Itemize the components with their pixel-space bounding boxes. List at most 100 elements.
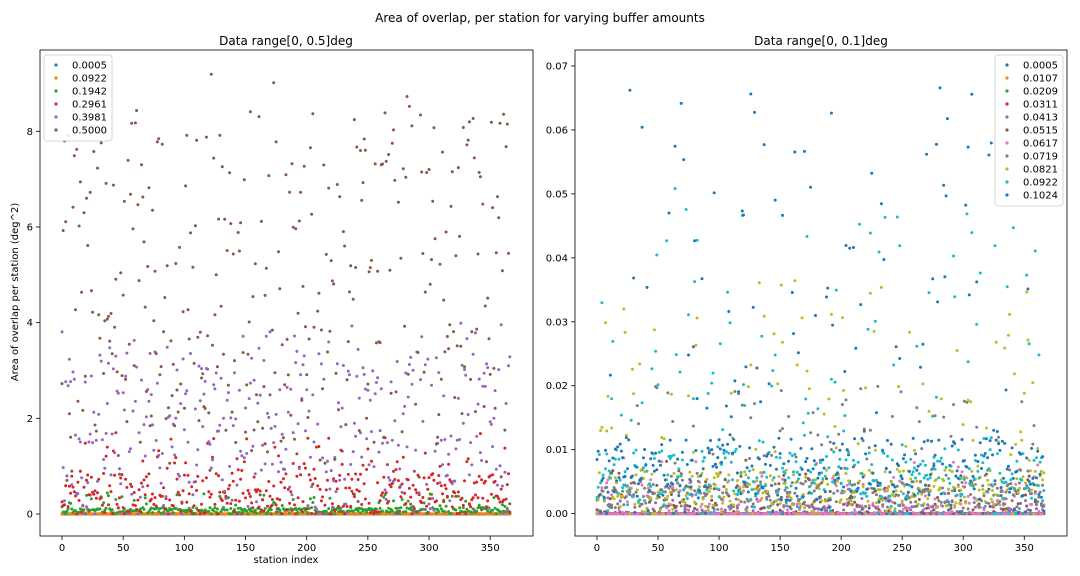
data-point xyxy=(214,273,218,277)
data-point xyxy=(382,495,386,499)
data-point xyxy=(213,502,217,506)
data-point xyxy=(207,440,211,444)
data-point xyxy=(464,512,468,516)
data-point xyxy=(75,512,79,516)
data-point xyxy=(377,510,381,514)
data-point xyxy=(335,487,339,491)
data-point xyxy=(628,493,632,497)
data-point xyxy=(932,512,936,516)
data-point xyxy=(426,511,430,515)
data-point xyxy=(626,500,629,504)
data-point xyxy=(114,354,118,358)
data-point xyxy=(683,508,687,512)
y-tick-label: 8 xyxy=(27,127,33,138)
data-point xyxy=(339,425,343,429)
data-point xyxy=(392,128,395,132)
left-plot-x-axis-label: station index xyxy=(254,555,319,566)
data-point xyxy=(466,138,470,142)
data-point xyxy=(288,511,292,515)
data-point xyxy=(474,410,477,414)
data-point xyxy=(901,507,905,511)
data-point xyxy=(399,256,403,260)
data-point xyxy=(217,217,221,221)
data-point xyxy=(82,508,86,512)
data-point xyxy=(757,512,761,516)
data-point xyxy=(70,469,74,473)
data-point xyxy=(208,506,212,510)
data-point xyxy=(491,473,495,477)
data-point xyxy=(233,371,236,375)
data-point xyxy=(273,371,277,375)
data-point xyxy=(235,512,239,516)
data-point xyxy=(255,500,258,504)
data-point xyxy=(1019,501,1023,505)
data-point xyxy=(489,120,493,124)
data-point xyxy=(239,221,243,225)
data-point xyxy=(255,511,258,515)
data-point xyxy=(398,509,402,513)
data-point xyxy=(272,441,276,445)
data-point xyxy=(776,503,780,507)
data-point xyxy=(100,510,104,514)
data-point xyxy=(382,475,386,479)
data-point xyxy=(326,350,329,354)
data-point xyxy=(277,470,280,474)
data-point xyxy=(195,138,199,142)
data-point xyxy=(267,415,271,419)
data-point xyxy=(734,497,738,501)
data-point xyxy=(147,472,151,476)
data-point xyxy=(176,490,180,494)
data-point xyxy=(114,498,118,501)
data-point xyxy=(109,312,113,315)
data-point xyxy=(305,388,309,392)
data-point xyxy=(411,483,415,487)
data-point xyxy=(438,262,442,266)
data-point xyxy=(407,363,411,366)
data-point xyxy=(679,512,683,516)
data-point xyxy=(163,512,167,516)
data-point xyxy=(65,474,69,478)
data-point xyxy=(75,147,79,151)
data-point xyxy=(357,429,361,433)
data-point xyxy=(396,506,400,510)
data-point xyxy=(334,371,338,375)
data-point xyxy=(607,502,611,506)
data-point xyxy=(445,494,449,498)
data-point xyxy=(270,462,274,466)
data-point xyxy=(99,359,103,363)
data-point xyxy=(244,430,247,434)
data-point xyxy=(412,469,416,473)
data-point xyxy=(922,507,926,511)
data-point xyxy=(247,320,251,324)
data-point xyxy=(482,405,486,408)
data-point xyxy=(241,351,245,355)
data-point xyxy=(825,506,828,510)
data-point xyxy=(905,509,909,513)
data-point xyxy=(241,510,245,514)
data-point xyxy=(122,199,126,203)
data-point xyxy=(360,198,364,202)
data-point xyxy=(107,503,110,507)
data-point xyxy=(86,244,90,247)
data-point xyxy=(492,366,496,370)
data-point xyxy=(160,142,164,146)
data-point xyxy=(762,506,766,510)
data-point xyxy=(360,455,364,459)
legend-marker xyxy=(54,115,58,119)
data-point xyxy=(142,507,146,511)
data-point xyxy=(396,200,400,204)
data-point xyxy=(181,489,185,493)
data-point xyxy=(348,486,351,490)
data-point xyxy=(406,499,410,503)
data-point xyxy=(197,419,201,423)
data-point xyxy=(760,506,764,510)
data-point xyxy=(217,474,221,478)
data-point xyxy=(505,483,509,487)
data-point xyxy=(361,181,365,185)
data-point xyxy=(669,474,673,478)
legend-marker xyxy=(54,76,58,80)
data-point xyxy=(151,492,154,496)
data-point xyxy=(876,505,880,509)
data-point xyxy=(356,509,360,513)
data-point xyxy=(352,495,356,499)
